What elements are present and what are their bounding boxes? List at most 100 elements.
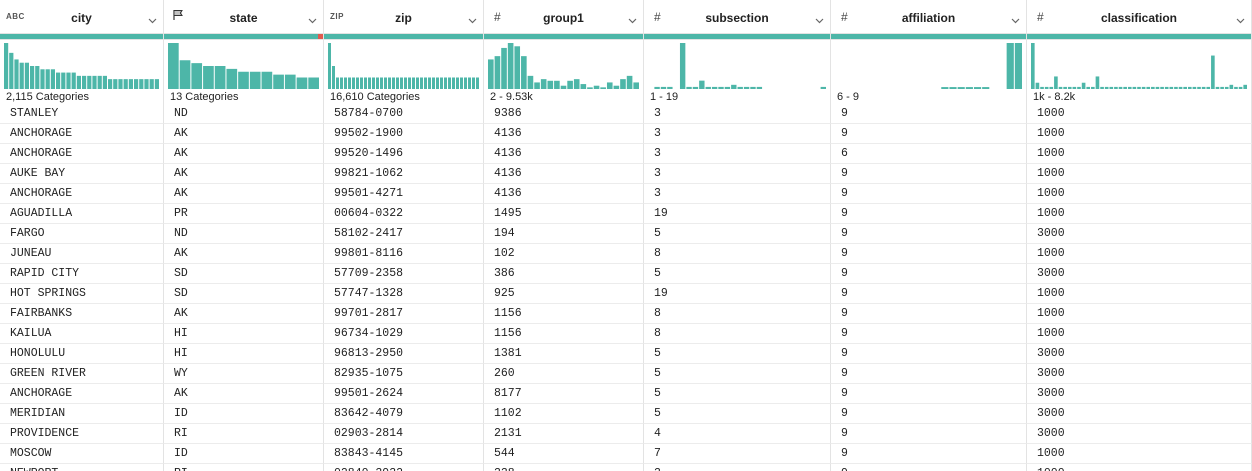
histogram-bar[interactable] xyxy=(238,71,249,89)
histogram-bar[interactable] xyxy=(1146,86,1151,89)
cell-subsection[interactable]: 5 xyxy=(644,384,831,404)
histogram-bar[interactable] xyxy=(420,77,423,90)
cell-group1[interactable]: 260 xyxy=(484,364,644,384)
histogram-bar[interactable] xyxy=(606,82,613,89)
histogram-bar[interactable] xyxy=(1123,86,1127,89)
chevron-down-icon[interactable] xyxy=(628,12,637,24)
chevron-down-icon[interactable] xyxy=(308,12,317,24)
cell-affiliation[interactable]: 9 xyxy=(831,344,1027,364)
chevron-down-icon[interactable] xyxy=(468,12,477,24)
histogram-bar[interactable] xyxy=(982,87,990,89)
cell-state[interactable]: AK xyxy=(164,124,324,144)
cell-affiliation[interactable]: 9 xyxy=(831,284,1027,304)
histogram-bar[interactable] xyxy=(97,75,102,89)
histogram-bar[interactable] xyxy=(384,77,387,90)
histogram-bar[interactable] xyxy=(464,77,467,90)
histogram-bar[interactable] xyxy=(149,79,154,89)
histogram-bar[interactable] xyxy=(973,87,982,89)
cell-zip[interactable]: 58102-2417 xyxy=(324,224,484,244)
histogram-bar[interactable] xyxy=(547,80,554,89)
histogram-bar[interactable] xyxy=(488,59,494,89)
cell-state[interactable]: ID xyxy=(164,404,324,424)
histogram-bar[interactable] xyxy=(328,43,331,89)
table-row[interactable]: KAILUA HI 96734-1029 1156 8 9 1000 xyxy=(0,324,1252,344)
histogram-bar[interactable] xyxy=(61,72,66,89)
histogram-bar[interactable] xyxy=(501,47,507,89)
table-row[interactable]: RAPID CITY SD 57709-2358 386 5 9 3000 xyxy=(0,264,1252,284)
cell-city[interactable]: STANLEY xyxy=(0,104,164,124)
histogram-bar[interactable] xyxy=(92,75,97,89)
histogram-bar[interactable] xyxy=(587,87,593,89)
cell-city[interactable]: FARGO xyxy=(0,224,164,244)
histogram-bar[interactable] xyxy=(45,69,50,89)
cell-group1[interactable]: 194 xyxy=(484,224,644,244)
histogram-bar[interactable] xyxy=(679,43,686,89)
cell-affiliation[interactable]: 9 xyxy=(831,424,1027,444)
histogram-bar[interactable] xyxy=(1197,86,1201,89)
histogram-bar[interactable] xyxy=(731,84,737,89)
histogram-bar[interactable] xyxy=(1100,86,1104,89)
table-row[interactable]: MERIDIAN ID 83642-4079 1102 5 9 3000 xyxy=(0,404,1252,424)
histogram-bar[interactable] xyxy=(191,63,203,90)
histogram-bar[interactable] xyxy=(226,68,238,90)
histogram-bar[interactable] xyxy=(118,79,123,89)
cell-city[interactable]: GREEN RIVER xyxy=(0,364,164,384)
table-row[interactable]: STANLEY ND 58784-0700 9386 3 9 1000 xyxy=(0,104,1252,124)
cell-group1[interactable]: 1381 xyxy=(484,344,644,364)
histogram-bar[interactable] xyxy=(1081,82,1086,89)
cell-affiliation[interactable]: 9 xyxy=(831,184,1027,204)
cell-city[interactable]: ANCHORAGE xyxy=(0,124,164,144)
histogram-bar[interactable] xyxy=(344,77,347,90)
histogram-bar[interactable] xyxy=(534,82,540,89)
histogram-bar[interactable] xyxy=(1031,43,1035,89)
cell-group1[interactable]: 1156 xyxy=(484,304,644,324)
cell-subsection[interactable]: 3 xyxy=(644,124,831,144)
histogram-bar[interactable] xyxy=(396,77,399,90)
cell-state[interactable]: AK xyxy=(164,244,324,264)
cell-classification[interactable]: 1000 xyxy=(1027,324,1252,344)
histogram-bar[interactable] xyxy=(1169,86,1174,89)
histogram-bar[interactable] xyxy=(332,66,335,89)
histogram-bar[interactable] xyxy=(1229,84,1234,89)
cell-affiliation[interactable]: 9 xyxy=(831,464,1027,471)
histogram-classification[interactable] xyxy=(1027,40,1252,90)
histogram-bar[interactable] xyxy=(144,79,149,89)
column-header-affiliation[interactable]: # affiliation xyxy=(831,0,1027,33)
histogram-bar[interactable] xyxy=(388,77,391,90)
column-header-classification[interactable]: # classification xyxy=(1027,0,1252,33)
cell-subsection[interactable]: 3 xyxy=(644,184,831,204)
histogram-bar[interactable] xyxy=(626,75,633,89)
histogram-bar[interactable] xyxy=(1104,86,1109,89)
histogram-bar[interactable] xyxy=(1044,86,1049,89)
histogram-bar[interactable] xyxy=(139,79,144,89)
histogram-bar[interactable] xyxy=(404,77,407,90)
histogram-bar[interactable] xyxy=(1137,86,1141,89)
column-header-group1[interactable]: # group1 xyxy=(484,0,644,33)
histogram-bar[interactable] xyxy=(1224,86,1229,89)
histogram-bar[interactable] xyxy=(76,75,81,89)
cell-group1[interactable]: 544 xyxy=(484,444,644,464)
histogram-bar[interactable] xyxy=(214,66,226,89)
cell-subsection[interactable]: 3 xyxy=(644,104,831,124)
cell-classification[interactable]: 1000 xyxy=(1027,164,1252,184)
cell-classification[interactable]: 1000 xyxy=(1027,304,1252,324)
histogram-zip[interactable] xyxy=(324,40,484,90)
histogram-bar[interactable] xyxy=(440,77,443,90)
cell-zip[interactable]: 02840-3932 xyxy=(324,464,484,471)
cell-zip[interactable]: 96734-1029 xyxy=(324,324,484,344)
histogram-bar[interactable] xyxy=(527,75,534,89)
table-row[interactable]: ANCHORAGE AK 99501-4271 4136 3 9 1000 xyxy=(0,184,1252,204)
histogram-bar[interactable] xyxy=(521,56,527,89)
cell-classification[interactable]: 3000 xyxy=(1027,364,1252,384)
cell-group1[interactable]: 102 xyxy=(484,244,644,264)
chevron-down-icon[interactable] xyxy=(1236,12,1245,24)
cell-city[interactable]: FAIRBANKS xyxy=(0,304,164,324)
histogram-bar[interactable] xyxy=(14,59,19,89)
histogram-bar[interactable] xyxy=(296,77,308,90)
cell-subsection[interactable]: 19 xyxy=(644,204,831,224)
cell-classification[interactable]: 3000 xyxy=(1027,404,1252,424)
cell-affiliation[interactable]: 9 xyxy=(831,104,1027,124)
histogram-bar[interactable] xyxy=(756,86,763,89)
cell-affiliation[interactable]: 9 xyxy=(831,324,1027,344)
cell-subsection[interactable]: 3 xyxy=(644,464,831,471)
